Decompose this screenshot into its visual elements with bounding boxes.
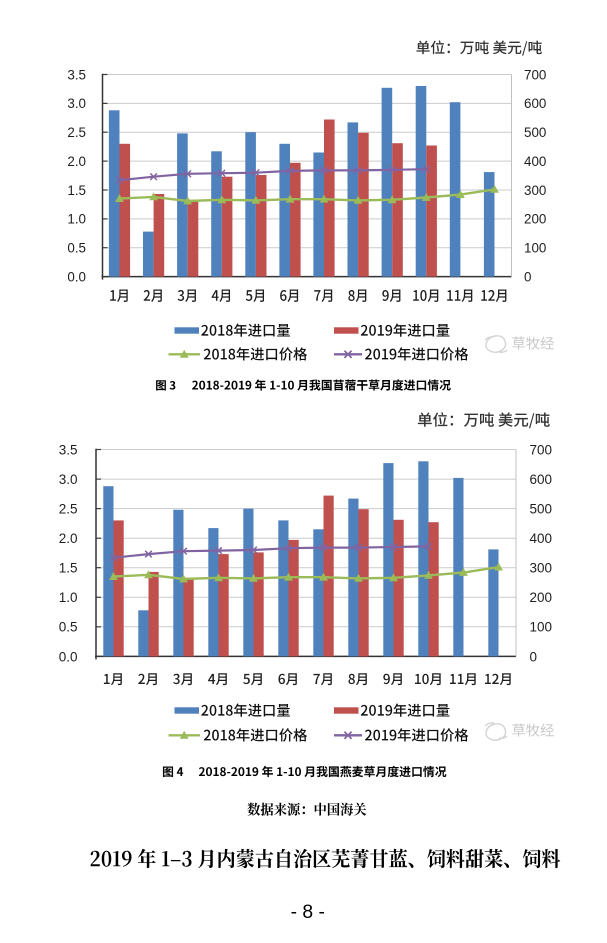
svg-text:100: 100 <box>530 620 553 635</box>
svg-text:0.0: 0.0 <box>67 269 86 284</box>
svg-text:700: 700 <box>530 442 553 457</box>
svg-text:0: 0 <box>530 649 538 664</box>
svg-text:2.0: 2.0 <box>67 154 86 169</box>
svg-text:400: 400 <box>530 531 553 546</box>
svg-text:600: 600 <box>524 96 546 111</box>
svg-text:0: 0 <box>524 269 531 284</box>
svg-text:2.0: 2.0 <box>59 531 78 546</box>
svg-text:200: 200 <box>530 590 553 605</box>
svg-text:3.5: 3.5 <box>67 67 86 82</box>
svg-text:300: 300 <box>530 561 553 576</box>
svg-text:1.5: 1.5 <box>67 183 86 198</box>
svg-text:1.0: 1.0 <box>59 590 78 605</box>
svg-text:300: 300 <box>524 183 546 198</box>
svg-text:3.0: 3.0 <box>67 96 86 111</box>
svg-text:100: 100 <box>524 241 546 256</box>
svg-text:3.0: 3.0 <box>59 472 78 487</box>
svg-text:200: 200 <box>524 212 546 227</box>
svg-text:3.5: 3.5 <box>59 442 78 457</box>
svg-text:- 8 -: - 8 - <box>291 902 325 923</box>
svg-text:0.5: 0.5 <box>67 241 86 256</box>
svg-text:500: 500 <box>524 125 546 140</box>
svg-text:2.5: 2.5 <box>67 125 86 140</box>
svg-text:1.0: 1.0 <box>67 212 86 227</box>
svg-text:1.5: 1.5 <box>59 561 78 576</box>
svg-text:2.5: 2.5 <box>59 502 78 517</box>
svg-text:0.5: 0.5 <box>59 620 78 635</box>
svg-text:500: 500 <box>530 502 553 517</box>
svg-text:700: 700 <box>524 67 546 82</box>
svg-text:0.0: 0.0 <box>59 649 78 664</box>
svg-text:400: 400 <box>524 154 546 169</box>
svg-text:600: 600 <box>530 472 553 487</box>
